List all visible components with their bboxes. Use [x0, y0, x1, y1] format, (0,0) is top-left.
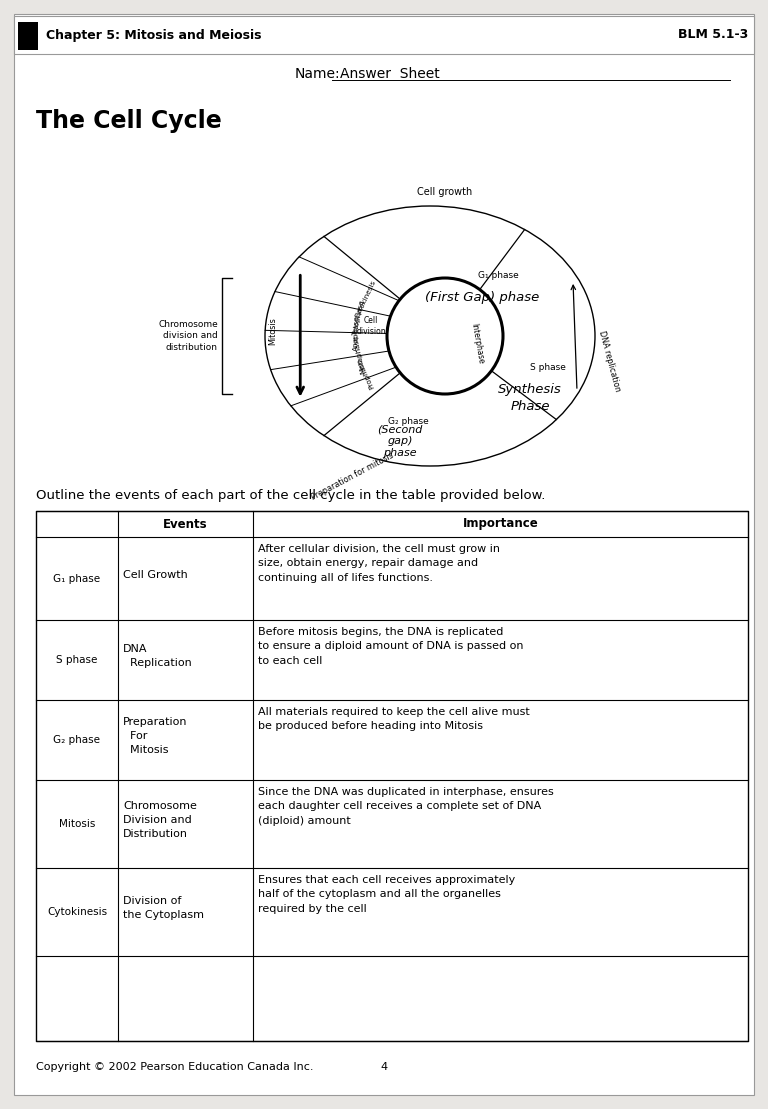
- Text: Cell Growth: Cell Growth: [123, 570, 187, 580]
- Text: DNA
  Replication: DNA Replication: [123, 644, 192, 668]
- Text: Cell
division: Cell division: [356, 316, 386, 336]
- Text: Importance: Importance: [462, 518, 538, 530]
- Text: The Cell Cycle: The Cell Cycle: [36, 109, 222, 133]
- Ellipse shape: [265, 206, 595, 466]
- Text: Before mitosis begins, the DNA is replicated
to ensure a diploid amount of DNA i: Before mitosis begins, the DNA is replic…: [258, 627, 524, 665]
- Text: G₂ phase: G₂ phase: [54, 735, 101, 745]
- Text: Interphase: Interphase: [469, 323, 485, 365]
- Text: Synthesis
Phase: Synthesis Phase: [498, 384, 562, 413]
- Text: Cytokinesis: Cytokinesis: [47, 907, 107, 917]
- Text: Name:: Name:: [295, 67, 341, 81]
- Text: Cytokinesis: Cytokinesis: [354, 278, 376, 318]
- Text: Ensures that each cell receives approximately
half of the cytoplasm and all the : Ensures that each cell receives approxim…: [258, 875, 515, 914]
- Text: Telophase: Telophase: [353, 299, 366, 336]
- FancyBboxPatch shape: [14, 14, 754, 1095]
- Text: G₁ phase: G₁ phase: [478, 272, 518, 281]
- Text: DNA replication: DNA replication: [597, 329, 621, 393]
- Text: After cellular division, the cell must grow in
size, obtain energy, repair damag: After cellular division, the cell must g…: [258, 545, 500, 583]
- FancyBboxPatch shape: [14, 16, 754, 54]
- Text: G₂ phase: G₂ phase: [388, 417, 429, 426]
- Text: Chromosome
Division and
Distribution: Chromosome Division and Distribution: [123, 801, 197, 840]
- Text: Chapter 5: Mitosis and Meiosis: Chapter 5: Mitosis and Meiosis: [46, 29, 261, 41]
- Text: (Second
gap)
phase: (Second gap) phase: [377, 425, 422, 458]
- Text: 4: 4: [380, 1062, 388, 1072]
- Text: Events: Events: [164, 518, 208, 530]
- Text: Preparation
  For
  Mitosis: Preparation For Mitosis: [123, 718, 187, 755]
- Text: Prophase: Prophase: [356, 357, 375, 389]
- Text: Metaphase: Metaphase: [352, 334, 366, 375]
- FancyBboxPatch shape: [18, 22, 38, 50]
- Text: Answer  Sheet: Answer Sheet: [340, 67, 440, 81]
- FancyBboxPatch shape: [36, 511, 748, 1041]
- Text: S phase: S phase: [530, 364, 566, 373]
- Text: BLM 5.1-3: BLM 5.1-3: [677, 29, 748, 41]
- Text: Preparation for mitosis: Preparation for mitosis: [310, 450, 395, 501]
- Text: All materials required to keep the cell alive must
be produced before heading in: All materials required to keep the cell …: [258, 708, 530, 732]
- Ellipse shape: [387, 278, 503, 394]
- Text: Mitosis: Mitosis: [59, 820, 95, 830]
- Text: Outline the events of each part of the cell cycle in the table provided below.: Outline the events of each part of the c…: [36, 489, 545, 502]
- Text: Chromosome
division and
distribution: Chromosome division and distribution: [158, 321, 218, 352]
- Text: S phase: S phase: [56, 655, 98, 665]
- Text: Cell growth: Cell growth: [417, 187, 472, 197]
- Text: Since the DNA was duplicated in interphase, ensures
each daughter cell receives : Since the DNA was duplicated in interpha…: [258, 787, 554, 826]
- Text: Anaphase: Anaphase: [353, 315, 361, 350]
- Text: G₁ phase: G₁ phase: [54, 573, 101, 583]
- Text: Mitosis: Mitosis: [269, 317, 277, 345]
- Text: (First Gap) phaѕe: (First Gap) phaѕe: [425, 292, 539, 305]
- Text: Copyright © 2002 Pearson Education Canada Inc.: Copyright © 2002 Pearson Education Canad…: [36, 1062, 313, 1072]
- Text: Division of
the Cytoplasm: Division of the Cytoplasm: [123, 896, 204, 920]
